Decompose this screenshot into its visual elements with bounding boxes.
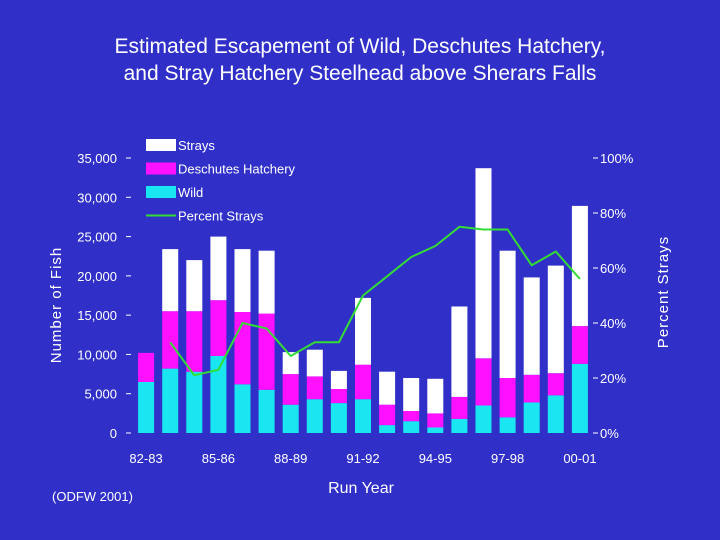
bar-wild-94-95 xyxy=(427,427,444,433)
bar-wild-86-87 xyxy=(234,384,251,433)
legend-swatch-strays xyxy=(146,139,176,151)
x-tick-label: 82-83 xyxy=(129,451,162,466)
bar-wild-93-94 xyxy=(403,421,420,433)
bar-deschutes-hatchery-96-97 xyxy=(475,358,492,406)
x-tick-label: 97-98 xyxy=(491,451,524,466)
y-tick-label: 0 xyxy=(110,426,117,441)
axes-group: 0 5,000 10,000 15,000 20,000 25,000 30,000 35,0… xyxy=(77,151,633,466)
bar-wild-90-91 xyxy=(330,403,347,433)
bar-wild-99-00 xyxy=(547,395,564,433)
legend-swatch-wild xyxy=(146,186,176,198)
bar-group xyxy=(138,168,588,433)
y2-tick-label: 80% xyxy=(600,206,626,221)
bar-strays-92-93 xyxy=(379,371,396,405)
bar-wild-96-97 xyxy=(475,405,492,433)
bar-deschutes-hatchery-99-00 xyxy=(547,373,564,396)
bar-wild-00-01 xyxy=(571,363,588,433)
percent-line-group xyxy=(169,225,581,377)
bar-deschutes-hatchery-92-93 xyxy=(379,404,396,426)
y-tick-label: 35,000 xyxy=(77,151,117,166)
bar-deschutes-hatchery-90-91 xyxy=(330,389,347,404)
bar-strays-84-85 xyxy=(186,260,203,312)
y2-axis-label: Percent Strays xyxy=(655,236,672,348)
y2-tick-label: 40% xyxy=(600,316,626,331)
bar-deschutes-hatchery-94-95 xyxy=(427,413,444,428)
bar-strays-86-87 xyxy=(234,249,251,312)
bar-wild-91-92 xyxy=(355,399,371,433)
bar-deschutes-hatchery-85-86 xyxy=(210,300,227,356)
bar-strays-94-95 xyxy=(427,378,444,414)
bar-deschutes-hatchery-84-85 xyxy=(186,311,203,372)
bar-strays-96-97 xyxy=(475,168,492,359)
y2-tick-label: 20% xyxy=(600,371,626,386)
y-tick-label: 5,000 xyxy=(84,387,117,402)
bar-strays-93-94 xyxy=(403,378,420,411)
x-tick-label: 91-92 xyxy=(346,451,379,466)
bar-deschutes-hatchery-91-92 xyxy=(355,364,371,400)
x-tick-label: 00-01 xyxy=(563,451,596,466)
bar-deschutes-hatchery-97-98 xyxy=(499,378,516,418)
bar-strays-83-84 xyxy=(162,249,179,312)
bar-strays-97-98 xyxy=(499,250,516,378)
bar-wild-89-90 xyxy=(306,399,323,433)
x-tick-label: 88-89 xyxy=(274,451,307,466)
legend-swatch-deschutes-hatchery xyxy=(146,162,176,175)
bar-strays-88-89 xyxy=(282,352,299,375)
bar-wild-83-84 xyxy=(162,368,179,433)
y-tick-label: 10,000 xyxy=(77,347,117,362)
bar-strays-95-96 xyxy=(451,306,468,397)
bar-deschutes-hatchery-82-83 xyxy=(138,352,155,382)
y-axis-label: Number of Fish xyxy=(48,247,65,364)
y-tick-label: 25,000 xyxy=(77,230,117,245)
bar-wild-95-96 xyxy=(451,418,468,433)
x-tick-label: 85-86 xyxy=(202,451,235,466)
percent-strays-line xyxy=(169,225,581,377)
legend-label-percent-strays: Percent Strays xyxy=(178,209,264,224)
x-axis-label: Run Year xyxy=(328,480,395,497)
bar-wild-98-99 xyxy=(523,402,540,433)
bar-wild-85-86 xyxy=(210,356,227,433)
bar-wild-87-88 xyxy=(258,389,275,433)
y2-tick-label: 0% xyxy=(600,426,619,441)
bar-deschutes-hatchery-00-01 xyxy=(571,326,588,364)
chart-title-line-2: and Stray Hatchery Steelhead above Shera… xyxy=(123,62,597,85)
bar-wild-84-85 xyxy=(186,371,203,433)
bar-strays-91-92 xyxy=(355,297,371,365)
bar-strays-89-90 xyxy=(306,349,323,377)
legend-label-deschutes-hatchery: Deschutes Hatchery xyxy=(178,162,296,177)
bar-deschutes-hatchery-89-90 xyxy=(306,376,323,400)
x-tick-label: 94-95 xyxy=(419,451,452,466)
bar-wild-88-89 xyxy=(282,404,299,433)
bar-deschutes-hatchery-83-84 xyxy=(162,311,179,369)
bar-strays-90-91 xyxy=(330,370,347,389)
chart-title-line-1: Estimated Escapement of Wild, Deschutes … xyxy=(114,35,606,58)
bar-wild-82-83 xyxy=(138,381,155,433)
bar-deschutes-hatchery-98-99 xyxy=(523,374,540,403)
legend-label-wild: Wild xyxy=(178,185,203,200)
bar-strays-99-00 xyxy=(547,265,564,374)
bar-strays-98-99 xyxy=(523,277,540,375)
y2-tick-label: 60% xyxy=(600,261,626,276)
y-tick-label: 15,000 xyxy=(77,308,117,323)
bar-strays-85-86 xyxy=(210,236,227,301)
chart-legend: Strays Deschutes Hatchery Wild Percent Stra… xyxy=(146,138,296,224)
bar-wild-92-93 xyxy=(379,425,396,433)
bar-wild-97-98 xyxy=(499,417,516,433)
bar-deschutes-hatchery-93-94 xyxy=(403,411,420,422)
y-tick-label: 20,000 xyxy=(77,269,117,284)
bar-deschutes-hatchery-95-96 xyxy=(451,396,468,419)
source-note: (ODFW 2001) xyxy=(52,489,133,504)
bar-strays-87-88 xyxy=(258,250,275,314)
bar-deschutes-hatchery-88-89 xyxy=(282,374,299,405)
bar-deschutes-hatchery-87-88 xyxy=(258,313,275,390)
y-tick-label: 30,000 xyxy=(77,190,117,205)
bar-strays-00-01 xyxy=(571,205,588,327)
y2-tick-label: 100% xyxy=(600,151,634,166)
legend-label-strays: Strays xyxy=(178,138,215,153)
